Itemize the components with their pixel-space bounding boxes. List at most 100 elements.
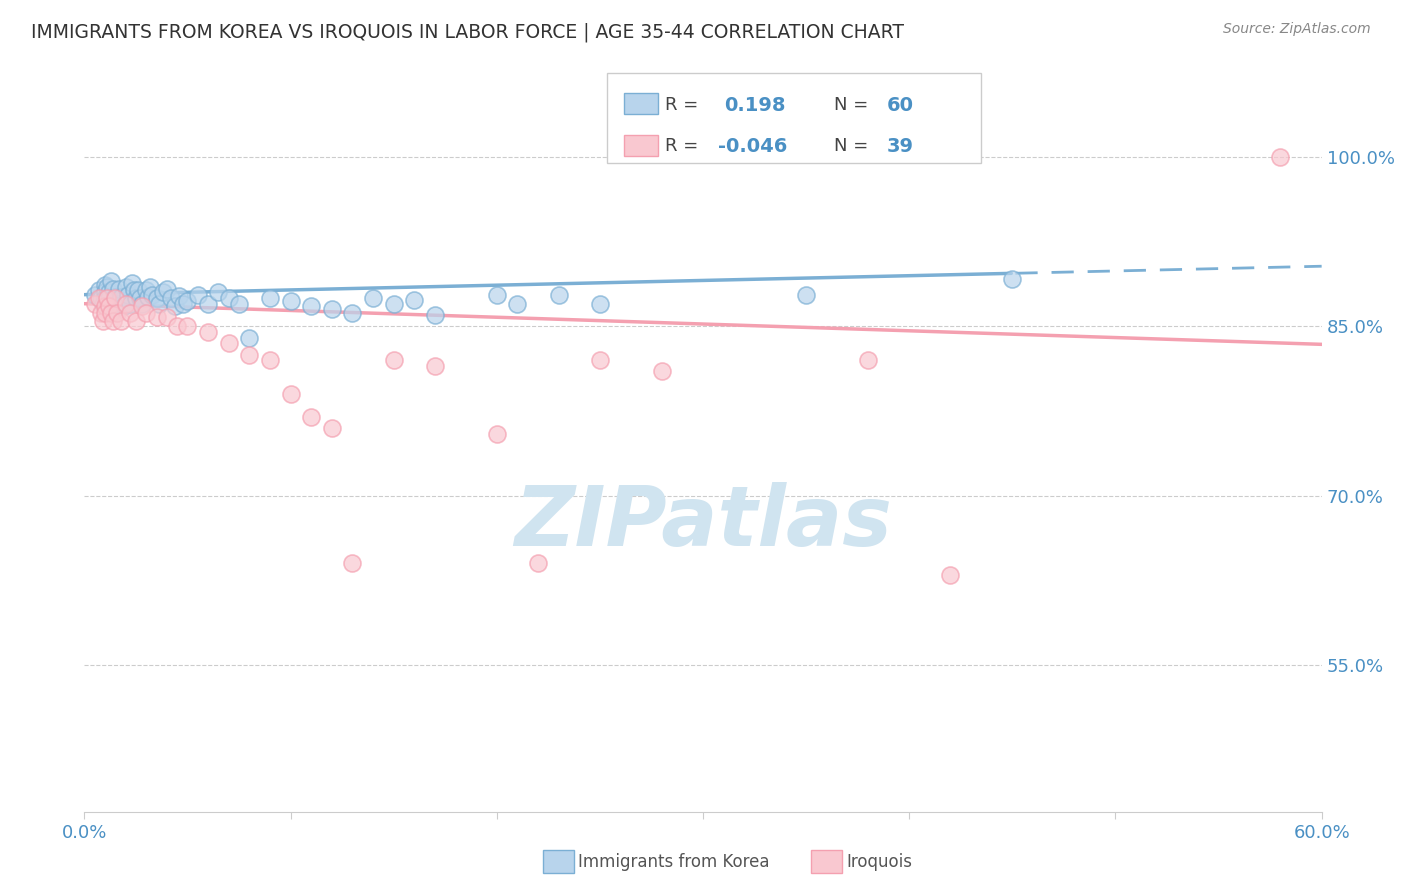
Point	[94, 277, 117, 292]
Point	[187, 287, 209, 301]
Point	[139, 279, 162, 293]
Point	[94, 291, 117, 305]
Point	[152, 285, 174, 300]
Point	[114, 296, 136, 310]
Point	[90, 291, 112, 305]
Text: IMMIGRANTS FROM KOREA VS IROQUOIS IN LABOR FORCE | AGE 35-44 CORRELATION CHART: IMMIGRANTS FROM KOREA VS IROQUOIS IN LAB…	[31, 22, 904, 42]
Point	[96, 291, 118, 305]
Point	[83, 296, 105, 310]
Point	[361, 291, 384, 305]
Point	[1001, 272, 1024, 286]
Point	[547, 287, 569, 301]
Point	[238, 347, 260, 361]
Text: 0.198: 0.198	[724, 96, 786, 115]
Point	[104, 291, 127, 305]
Point	[98, 291, 121, 305]
Point	[172, 296, 194, 310]
Point	[103, 313, 125, 327]
Point	[423, 359, 446, 373]
Point	[207, 285, 229, 300]
Point	[110, 290, 132, 304]
Point	[91, 313, 114, 327]
Point	[127, 283, 149, 297]
Point	[299, 409, 322, 424]
Point	[118, 296, 141, 310]
Point	[197, 296, 219, 310]
Point	[94, 299, 117, 313]
Point	[176, 294, 198, 309]
Point	[105, 296, 128, 310]
Point	[91, 296, 114, 310]
Point	[342, 557, 364, 571]
Point	[94, 306, 117, 320]
Point	[527, 557, 550, 571]
Point	[96, 279, 118, 293]
Text: R =: R =	[665, 96, 699, 114]
Point	[651, 364, 673, 378]
Point	[87, 283, 110, 297]
Point	[382, 296, 405, 310]
Point	[136, 290, 159, 304]
Point	[129, 291, 152, 305]
Text: Source: ZipAtlas.com: Source: ZipAtlas.com	[1223, 22, 1371, 37]
Point	[589, 353, 612, 368]
Point	[117, 287, 139, 301]
Point	[176, 319, 198, 334]
Point	[321, 302, 343, 317]
Text: -0.046: -0.046	[718, 137, 787, 156]
Point	[238, 330, 260, 344]
Point	[156, 282, 179, 296]
Point	[108, 282, 131, 296]
Point	[110, 313, 132, 327]
Point	[87, 291, 110, 305]
Point	[125, 291, 148, 305]
Text: 60: 60	[887, 96, 914, 115]
Text: N =: N =	[834, 137, 868, 155]
Point	[794, 287, 817, 301]
Point	[321, 421, 343, 435]
Point	[167, 289, 190, 303]
Text: Immigrants from Korea: Immigrants from Korea	[578, 853, 769, 871]
Point	[145, 291, 167, 305]
Point	[100, 274, 122, 288]
Point	[131, 296, 153, 310]
Point	[122, 283, 145, 297]
Point	[485, 426, 508, 441]
Point	[404, 293, 426, 308]
Point	[94, 285, 117, 300]
Point	[939, 567, 962, 582]
Point	[90, 306, 112, 320]
Point	[135, 283, 157, 297]
Text: R =: R =	[665, 137, 699, 155]
Point	[342, 306, 364, 320]
Point	[160, 291, 183, 305]
Point	[103, 282, 125, 296]
Point	[280, 387, 302, 401]
Text: ZIPatlas: ZIPatlas	[515, 483, 891, 563]
Point	[112, 299, 135, 313]
Point	[382, 353, 405, 368]
Point	[100, 306, 122, 320]
Point	[156, 310, 179, 325]
Point	[218, 336, 240, 351]
Point	[118, 306, 141, 320]
Point	[135, 306, 157, 320]
Point	[299, 299, 322, 313]
Point	[218, 291, 240, 305]
Point	[259, 353, 281, 368]
Point	[104, 290, 127, 304]
Point	[114, 279, 136, 293]
Point	[485, 287, 508, 301]
Point	[228, 296, 250, 310]
Point	[98, 285, 121, 300]
Point	[197, 325, 219, 339]
Point	[166, 319, 188, 334]
Point	[131, 299, 153, 313]
Point	[125, 313, 148, 327]
Point	[856, 353, 879, 368]
Point	[165, 299, 187, 313]
Point	[141, 287, 163, 301]
Point	[98, 299, 121, 313]
Point	[121, 277, 143, 291]
Point	[589, 296, 612, 310]
